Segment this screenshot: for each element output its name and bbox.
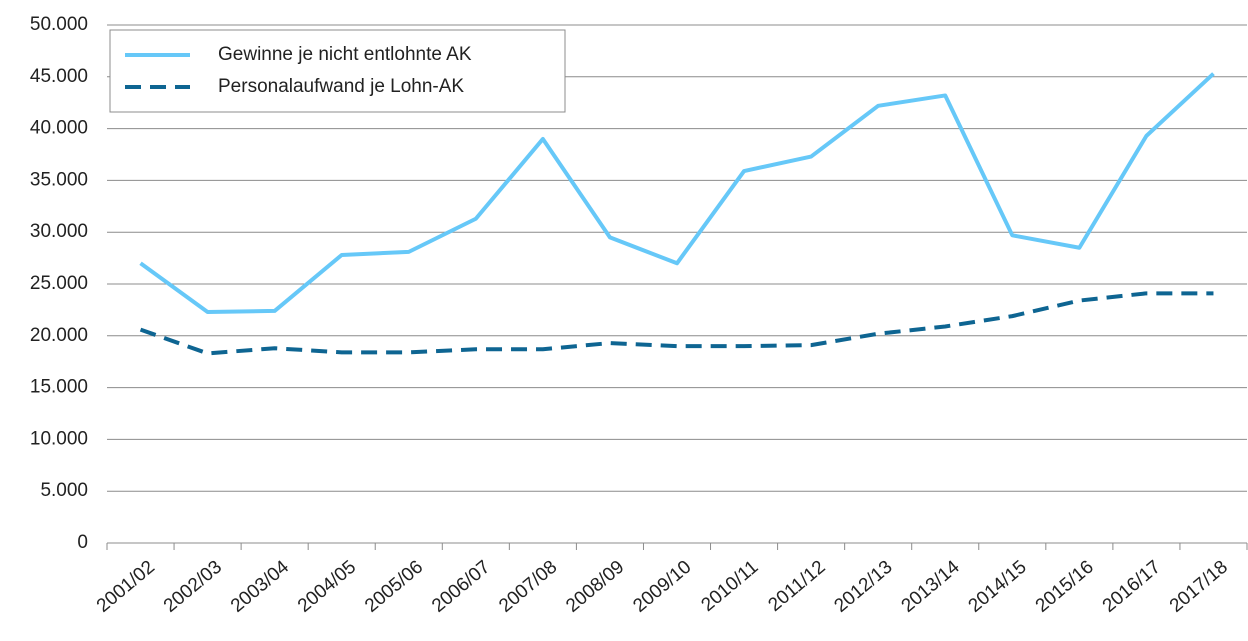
x-tick-label: 2002/03 [160,557,226,617]
x-tick-label: 2013/14 [898,556,964,617]
y-tick-label: 5.000 [40,480,88,501]
legend: Gewinne je nicht entlohnte AK Personalauf… [109,29,566,113]
y-tick-label: 30.000 [30,221,88,242]
x-tick-label: 2006/07 [428,557,494,617]
x-tick-label: 2012/13 [830,557,896,617]
x-tick-label: 2016/17 [1099,557,1165,617]
x-tick-label: 2015/16 [1032,557,1098,617]
x-tick-label: 2005/06 [361,557,427,617]
legend-label: Gewinne je nicht entlohnte AK [218,44,472,65]
series-line [139,291,1214,356]
y-tick-label: 35.000 [30,169,88,190]
y-tick-label: 0 [77,532,88,553]
y-tick-label: 20.000 [30,325,88,346]
x-tick-label: 2010/11 [697,557,762,616]
x-tick-label: 2004/05 [294,557,360,617]
x-tick-label: 2014/15 [965,557,1031,617]
y-tick-label: 25.000 [30,273,88,294]
legend-label: Personalaufwand je Lohn-AK [218,76,464,97]
y-tick-label: 40.000 [30,118,88,139]
legend-box [109,29,566,113]
x-tick-label: 2011/12 [765,557,830,616]
x-tick-label: 2017/18 [1166,557,1232,617]
series-line [139,72,1215,314]
x-tick-label: 2003/04 [227,556,293,617]
x-tick-label: 2009/10 [629,557,695,617]
x-tick-label: 2001/02 [93,557,159,617]
y-tick-label: 45.000 [30,66,88,87]
x-tick-label: 2008/09 [562,557,628,617]
y-tick-label: 15.000 [30,377,88,398]
y-tick-label: 50.000 [30,14,88,35]
y-tick-label: 10.000 [30,428,88,449]
x-tick-label: 2007/08 [495,557,561,617]
